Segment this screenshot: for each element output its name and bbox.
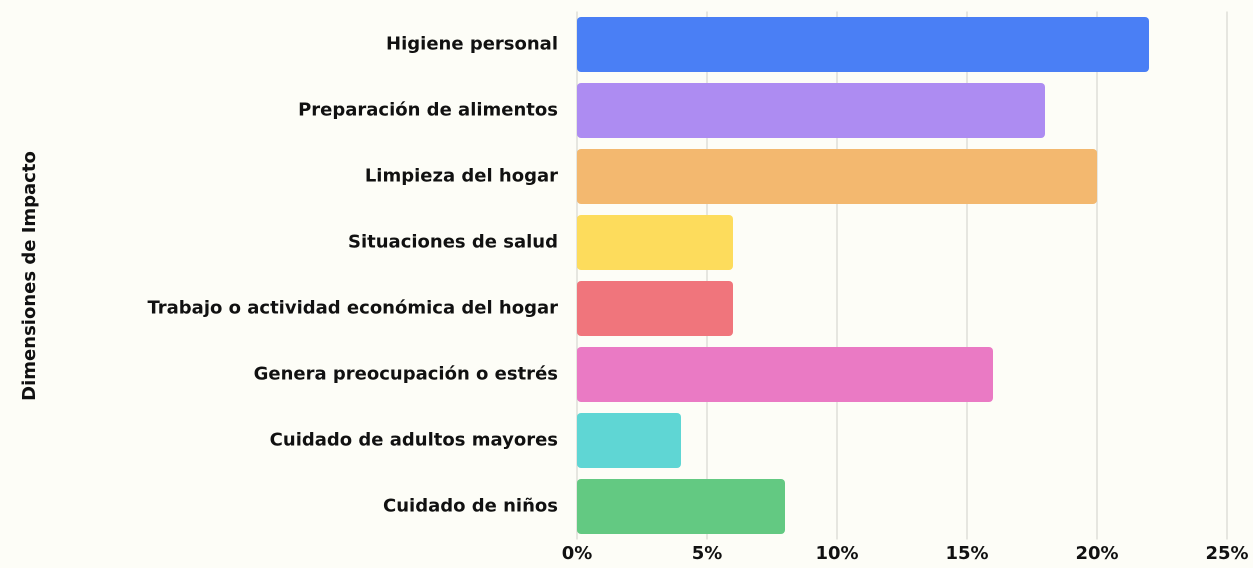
y-tick-label: Genera preocupación o estrés [254,364,558,385]
y-tick-label: Situaciones de salud [348,232,558,253]
x-tick-label: 20% [1075,543,1118,564]
bar [577,479,785,534]
y-tick-label: Limpieza del hogar [365,166,558,187]
x-tick-label: 0% [562,543,593,564]
x-tick-label: 15% [945,543,988,564]
bar [577,413,681,468]
bar [577,347,993,402]
x-tick-label: 10% [815,543,858,564]
x-tick-label: 5% [692,543,723,564]
bar [577,83,1045,138]
bar [577,215,733,270]
y-tick-label: Cuidado de niños [383,496,558,517]
y-tick-label: Preparación de alimentos [298,100,558,121]
bar [577,149,1097,204]
y-axis-title: Dimensiones de Impacto [19,151,40,401]
y-tick-label: Cuidado de adultos mayores [270,430,558,451]
y-tick-label: Higiene personal [386,34,558,55]
bar [577,281,733,336]
x-tick-label: 25% [1205,543,1248,564]
bar [577,17,1149,72]
y-tick-label: Trabajo o actividad económica del hogar [147,298,558,319]
